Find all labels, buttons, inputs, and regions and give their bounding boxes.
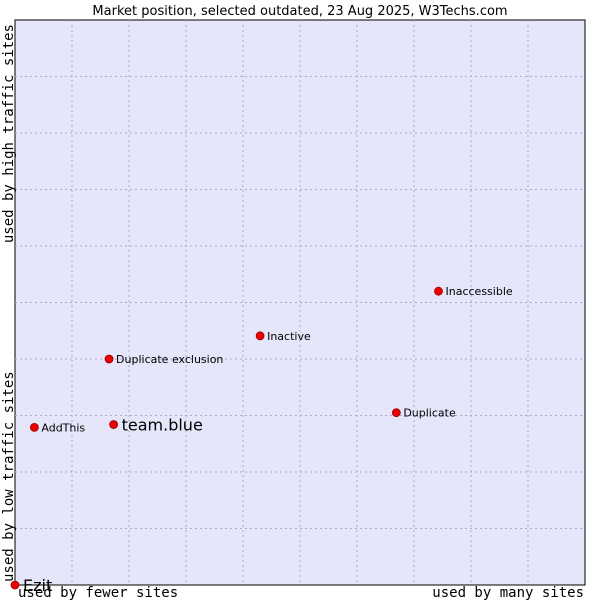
data-point-duplicate: Duplicate bbox=[391, 407, 456, 420]
point-label: Duplicate bbox=[403, 407, 456, 420]
data-point-duplicate-exclusion: Duplicate exclusion bbox=[104, 353, 223, 366]
point-marker bbox=[109, 420, 119, 429]
point-marker bbox=[255, 331, 265, 341]
chart-title: Market position, selected outdated, 23 A… bbox=[92, 4, 507, 19]
point-label: Duplicate exclusion bbox=[116, 353, 223, 366]
point-marker bbox=[391, 408, 401, 418]
data-point-ezit: Ezit bbox=[10, 576, 52, 595]
point-marker bbox=[10, 580, 20, 590]
point-label: Ezit bbox=[23, 576, 52, 595]
data-point-inaccessible: Inaccessible bbox=[434, 285, 513, 298]
point-label: team.blue bbox=[122, 416, 203, 435]
data-point-inactive: Inactive bbox=[255, 330, 311, 343]
data-point-team-blue: team.blue bbox=[109, 416, 203, 435]
point-marker bbox=[434, 286, 443, 296]
y-axis-label-low: used by low traffic sites bbox=[1, 371, 17, 582]
grid-lines bbox=[15, 20, 585, 585]
x-axis-label-right: used by many sites bbox=[432, 585, 584, 600]
point-label: AddThis bbox=[41, 421, 85, 434]
point-marker bbox=[29, 422, 39, 432]
point-label: Inactive bbox=[267, 330, 311, 343]
data-points: Inaccessible Inactive Duplicate exclusion D… bbox=[10, 285, 513, 595]
data-point-addthis: AddThis bbox=[29, 421, 85, 434]
y-axis-label-high: used by high traffic sites bbox=[1, 24, 17, 243]
point-marker bbox=[104, 354, 114, 364]
x-axis-label-left: used by fewer sites bbox=[18, 585, 178, 600]
point-label: Inaccessible bbox=[446, 285, 513, 298]
